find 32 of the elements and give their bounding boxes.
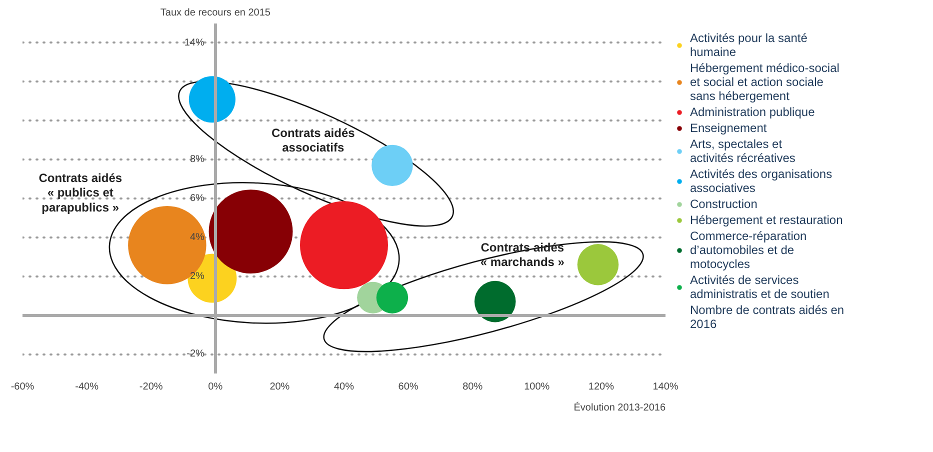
y-tick-label: 6% (190, 193, 205, 204)
legend-label: Construction (690, 197, 758, 211)
annotation: Contrats aidés associatifs (271, 126, 356, 155)
legend-label: Hébergement et restauration (690, 213, 843, 227)
x-tick-label: 20% (270, 382, 290, 392)
x-tick-label: 40% (334, 382, 354, 392)
x-tick-label: -60% (10, 382, 34, 392)
x-tick-label: 100% (524, 382, 550, 392)
legend-label: Enseignement (690, 121, 767, 135)
x-tick-label: 140% (652, 382, 678, 392)
legend-label: Arts, spectales et activités récréatives (690, 137, 796, 165)
x-axis-title: Évolution 2013-2016 (574, 402, 666, 414)
x-tick-label: 60% (398, 382, 418, 392)
y-tick-label: 14% (184, 37, 205, 48)
legend-label: Administration publique (690, 105, 815, 119)
x-tick-label: 120% (588, 382, 614, 392)
x-tick-label: 80% (462, 382, 483, 392)
x-tick-label: -20% (139, 382, 163, 392)
text: Nombre de contrats aidés en 2016 (690, 303, 844, 331)
legend-label: Activités des organisations associatives (690, 167, 832, 195)
y-tick-label: 8% (190, 154, 205, 166)
legend-label: Hébergement médico-social et social et action sociale sans hébergement (690, 61, 840, 103)
y-tick-label: 2% (190, 270, 205, 282)
y-tick-label: -2% (186, 348, 205, 360)
legend-label: Activités pour la santé humaine (690, 31, 808, 59)
x-tick-label: 0% (208, 382, 223, 392)
annotation: Contrats aidés « publics et parapublics » (38, 170, 122, 214)
legend-label: Commerce-réparation d’automobiles et de motocycles (690, 229, 807, 271)
y-tick-label: 4% (190, 232, 205, 243)
y-axis-title: Taux de recours en 2015 (160, 8, 271, 18)
legend-label: Activités de services administratis et de soutien (690, 273, 830, 301)
x-tick-label: -40% (75, 382, 99, 392)
